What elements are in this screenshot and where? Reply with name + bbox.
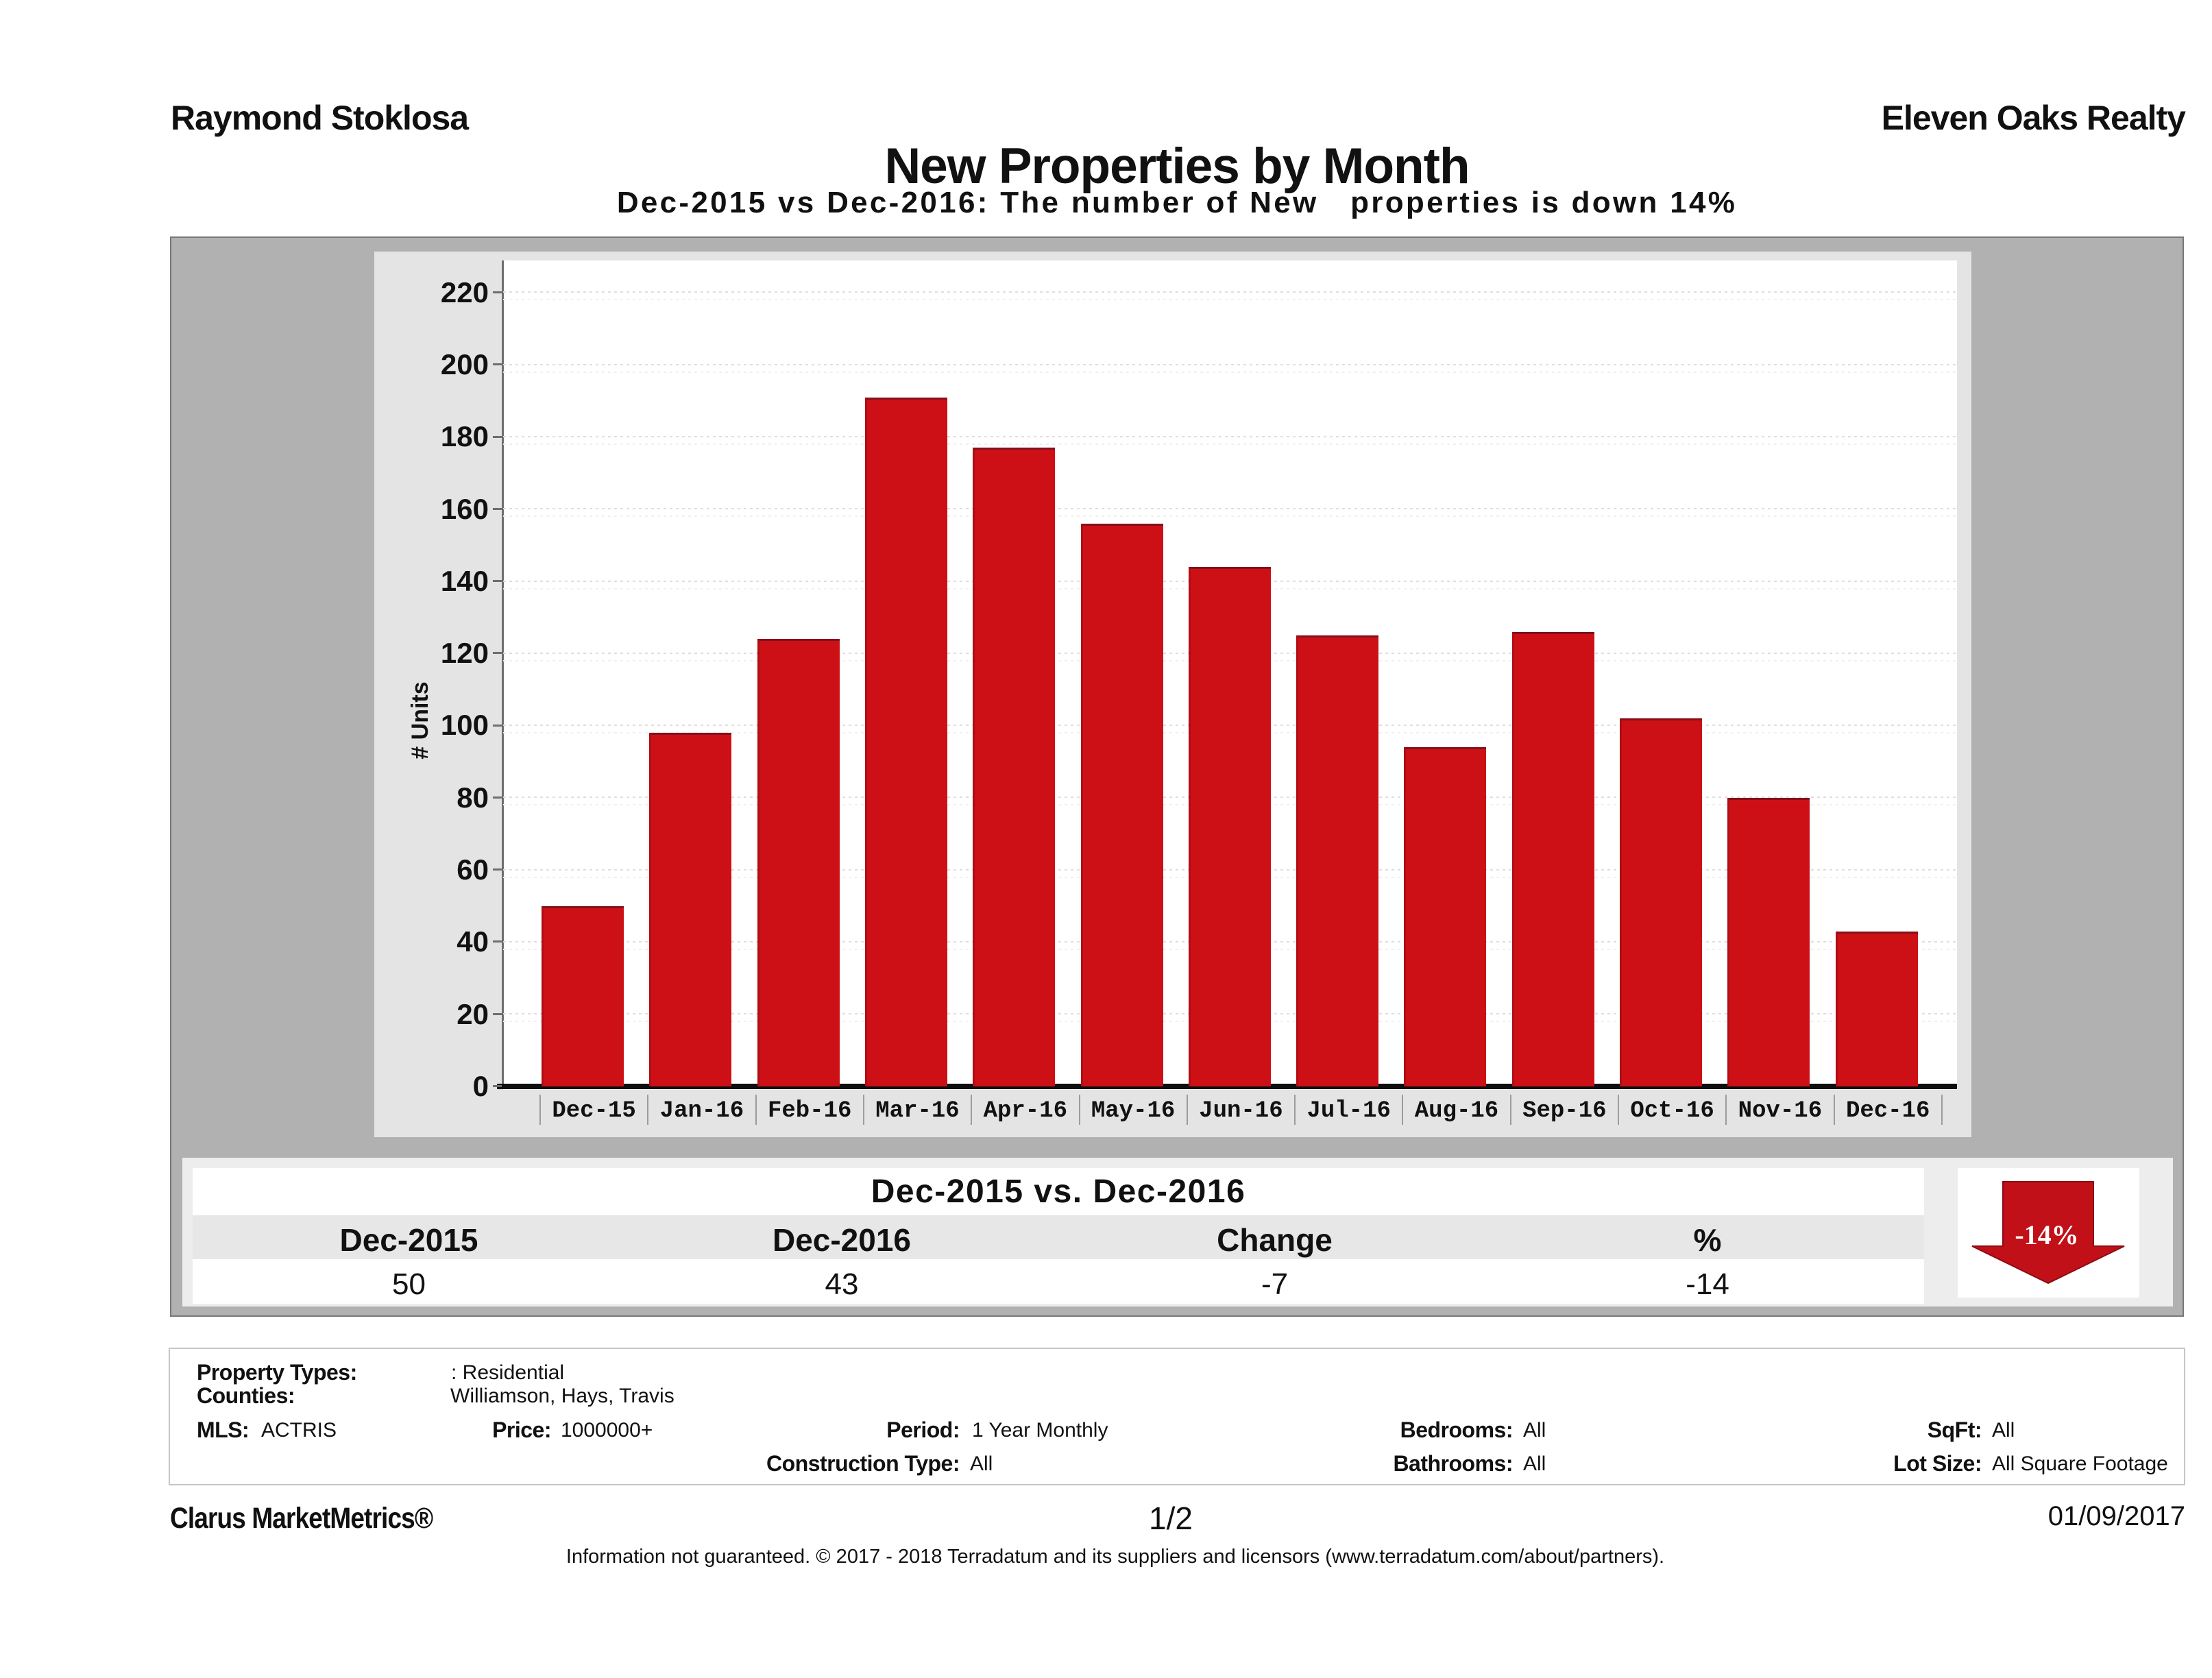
svg-text:-14%: -14% <box>2015 1219 2078 1250</box>
